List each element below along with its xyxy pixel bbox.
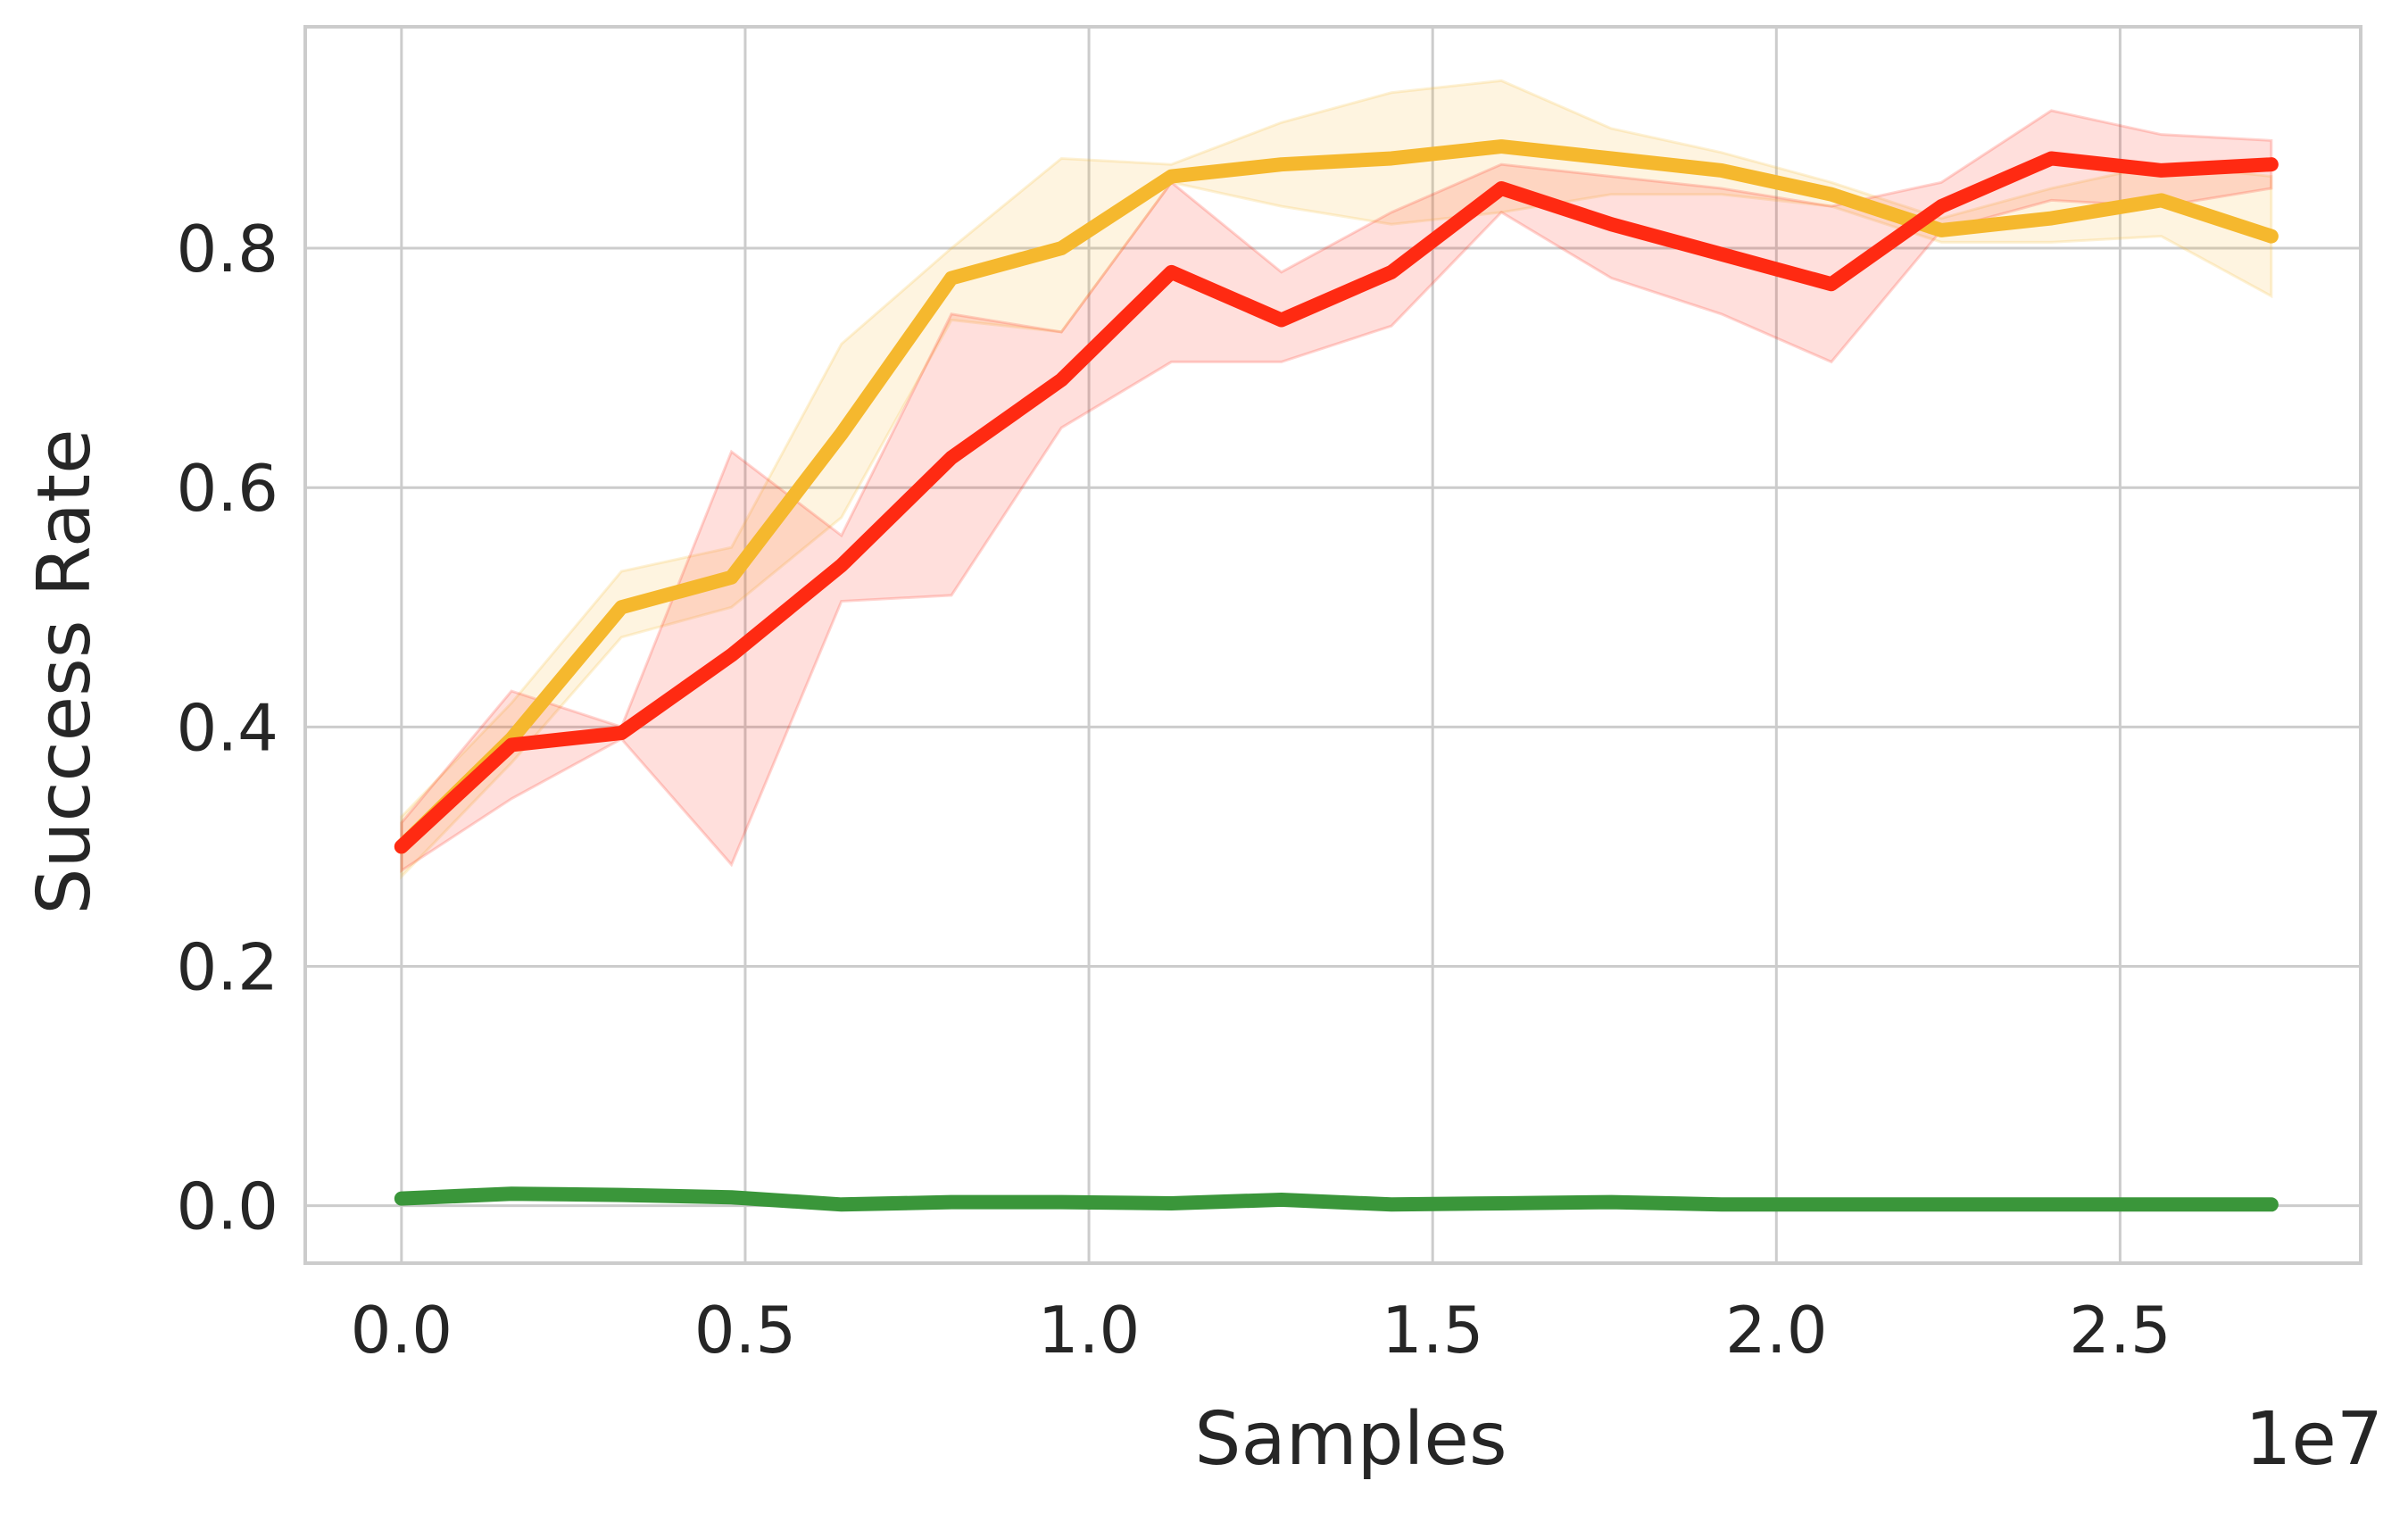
y-axis-title: Success Rate [22, 428, 107, 914]
y-tick-labels: 0.0 0.2 0.4 0.6 0.8 [176, 212, 278, 1244]
y-tick-label: 0.8 [176, 212, 278, 287]
x-axis-offset-label: 1e7 [2245, 1397, 2383, 1482]
x-tick-label: 1.5 [1382, 1293, 1484, 1368]
x-tick-label: 2.0 [1725, 1293, 1828, 1368]
series-0-band [400, 79, 2273, 880]
x-tick-label: 0.0 [351, 1293, 453, 1368]
x-axis-title: Samples [1194, 1397, 1507, 1482]
x-tick-labels: 0.0 0.5 1.0 1.5 2.0 2.5 [351, 1293, 2171, 1368]
series-2-line [394, 1186, 2279, 1212]
x-tick-label: 2.5 [2069, 1293, 2171, 1368]
series-0-line [394, 139, 2279, 854]
series-1-band [400, 109, 2273, 874]
series-1-line [394, 151, 2279, 854]
plot-frame [303, 25, 2362, 1265]
series-lines [394, 139, 2279, 1212]
x-tick-label: 1.0 [1038, 1293, 1141, 1368]
x-tick-label: 0.5 [694, 1293, 797, 1368]
y-tick-label: 0.6 [176, 451, 278, 526]
y-tick-label: 0.2 [176, 929, 278, 1004]
y-tick-label: 0.4 [176, 690, 278, 765]
y-tick-label: 0.0 [176, 1169, 278, 1244]
